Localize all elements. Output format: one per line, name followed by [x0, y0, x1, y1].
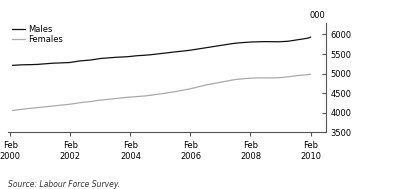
Females: [175, 90, 180, 92]
Males: [298, 38, 303, 40]
Males: [73, 60, 78, 63]
Females: [298, 74, 303, 76]
Text: Source: Labour Force Survey.: Source: Labour Force Survey.: [8, 180, 120, 189]
Line: Females: Females: [13, 74, 310, 111]
Males: [10, 64, 15, 67]
Text: 000: 000: [310, 11, 326, 20]
Males: [246, 41, 251, 43]
Line: Males: Males: [13, 37, 310, 65]
Males: [216, 45, 220, 47]
Males: [91, 59, 95, 61]
Females: [308, 73, 313, 75]
Females: [216, 82, 220, 84]
Males: [308, 36, 313, 38]
Females: [10, 109, 15, 112]
Males: [175, 50, 180, 53]
Legend: Males, Females: Males, Females: [12, 25, 63, 44]
Females: [91, 100, 95, 102]
Females: [73, 102, 78, 105]
Females: [246, 77, 251, 80]
